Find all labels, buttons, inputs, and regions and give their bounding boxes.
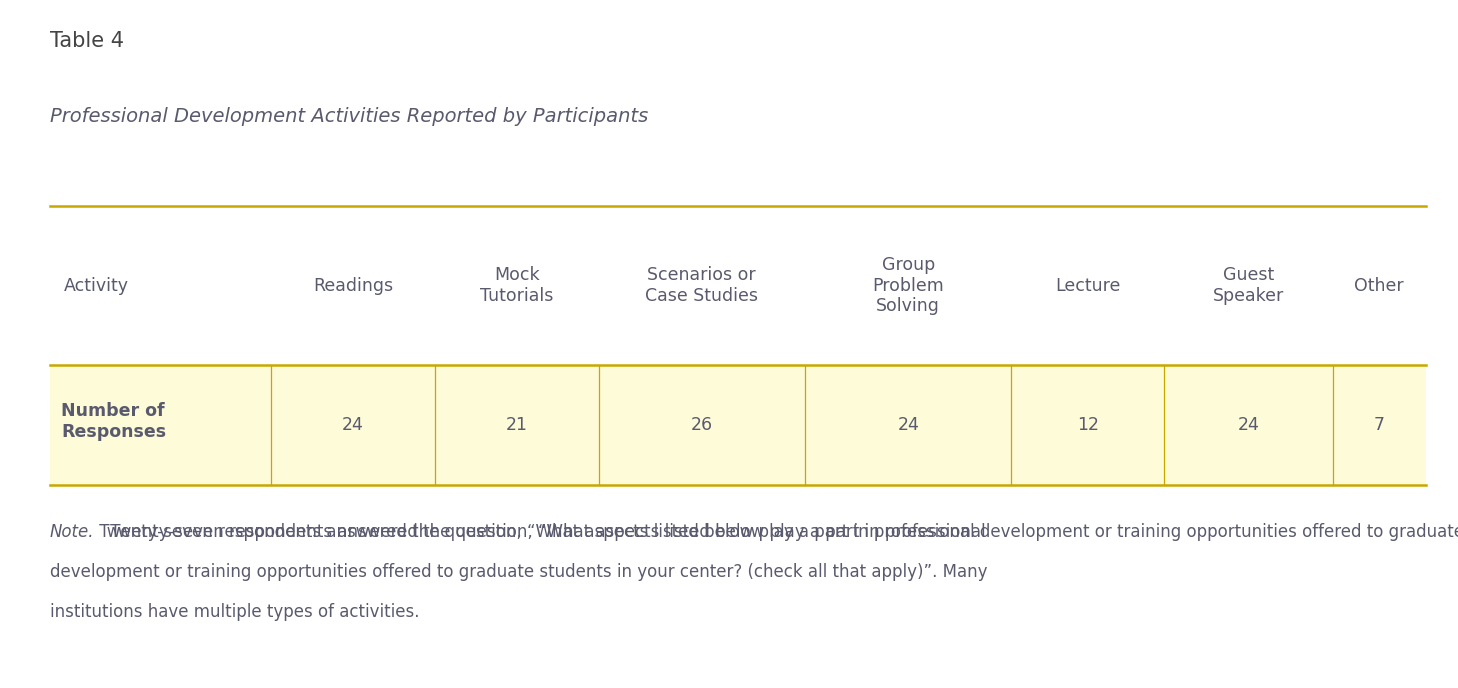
Text: institutions have multiple types of activities.: institutions have multiple types of acti… [50,603,418,621]
Text: 24: 24 [1238,416,1260,434]
Text: 24: 24 [343,416,364,434]
Text: Note.: Note. [50,523,95,541]
Text: Group
Problem
Solving: Group Problem Solving [872,256,945,315]
Bar [50,365,1426,485]
Text: 21: 21 [506,416,528,434]
Text: Twenty-seven respondents answered the question, “What aspects listed below play : Twenty-seven respondents answered the qu… [105,523,986,541]
Text: 12: 12 [1077,416,1099,434]
Text: Table 4: Table 4 [50,31,124,51]
Text: Number of
Responses: Number of Responses [61,402,166,441]
Text: development or training opportunities offered to graduate students in your cente: development or training opportunities of… [50,563,987,581]
Text: 26: 26 [691,416,713,434]
Text: Readings: Readings [313,277,394,294]
Text: 24: 24 [897,416,919,434]
Text: Guest
Speaker: Guest Speaker [1213,266,1284,305]
Text: 7: 7 [1373,416,1385,434]
Bar [50,206,1426,365]
Text: Other: Other [1354,277,1404,294]
Text: Lecture: Lecture [1056,277,1121,294]
Text: Mock
Tutorials: Mock Tutorials [480,266,554,305]
Text: Twenty-seven respondents answered the question, “What aspects listed below play : Twenty-seven respondents answered the qu… [95,523,1458,541]
Text: Professional Development Activities Reported by Participants: Professional Development Activities Repo… [50,107,647,126]
Text: Scenarios or
Case Studies: Scenarios or Case Studies [646,266,758,305]
Text: Activity: Activity [64,277,130,294]
